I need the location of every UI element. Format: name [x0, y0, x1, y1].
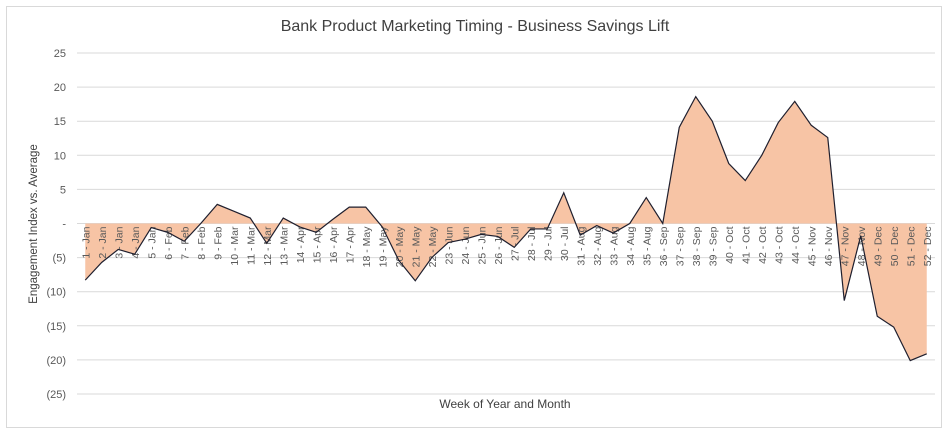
- x-tick-label: 19 - May: [377, 226, 389, 268]
- x-tick-label: 11 - Mar: [245, 226, 257, 265]
- y-tick-label: 25: [54, 48, 66, 60]
- x-tick-label: 36 - Sep: [658, 226, 670, 266]
- chart-title: Bank Product Marketing Timing - Business…: [280, 18, 670, 35]
- x-tick-label: 22 - May: [427, 226, 439, 268]
- x-tick-label: 21 - May: [410, 226, 422, 268]
- x-tick-label: 47 - Nov: [839, 226, 851, 266]
- x-tick-label: 44 - Oct: [790, 226, 802, 263]
- x-tick-label: 12 - Mar: [262, 226, 274, 266]
- x-tick-label: 28 - Jul: [526, 227, 538, 261]
- x-tick-label: 39 - Sep: [707, 226, 719, 266]
- series-line: [84, 95, 927, 362]
- x-tick-label: 26 - Jun: [493, 226, 505, 264]
- y-tick-label: (20): [46, 355, 66, 367]
- x-tick-label: 2 - Jan: [97, 226, 109, 258]
- x-tick-label: 29 - Jul: [542, 227, 554, 261]
- x-tick-label: 37 - Sep: [674, 226, 686, 266]
- x-tick-label: 43 - Oct: [773, 226, 785, 263]
- y-tick-label: -: [62, 219, 66, 231]
- x-tick-label: 4 - Jan: [130, 226, 142, 258]
- x-tick-label: 3 - Jan: [113, 226, 125, 258]
- x-tick-label: 13 - Mar: [278, 226, 290, 266]
- y-tick-label: (15): [46, 321, 66, 333]
- x-tick-label: 7 - Feb: [179, 226, 191, 259]
- x-tick-label: 38 - Sep: [691, 226, 703, 266]
- y-tick-label: 5: [60, 184, 66, 196]
- x-tick-label: 14 - Apr: [295, 226, 307, 263]
- x-tick-label: 51 - Dec: [905, 227, 917, 267]
- x-tick-label: 40 - Oct: [724, 226, 736, 263]
- y-tick-label: (25): [46, 389, 66, 401]
- y-tick-labels: 25 20 15 10 5 - (5) (10) (15) (20) (25): [46, 48, 66, 401]
- x-tick-label: 41 - Oct: [740, 226, 752, 263]
- x-tick-label: 46 - Nov: [823, 226, 835, 266]
- x-tick-label: 5 - Jan: [146, 226, 158, 258]
- y-tick-label: 10: [54, 150, 66, 162]
- x-tick-label: 27 - Jul: [509, 227, 521, 261]
- x-tick-label: 35 - Aug: [641, 226, 653, 265]
- x-tick-label: 33 - Aug: [608, 226, 620, 265]
- x-tick-label: 49 - Dec: [872, 227, 884, 267]
- y-tick-label: (10): [46, 287, 66, 299]
- x-tick-label: 50 - Dec: [889, 227, 901, 267]
- x-tick-label: 34 - Aug: [625, 226, 637, 265]
- x-tick-label: 42 - Oct: [757, 226, 769, 263]
- x-tick-label: 16 - Apr: [328, 226, 340, 263]
- x-tick-label: 23 - Jun: [443, 226, 455, 264]
- x-tick-label: 8 - Feb: [196, 226, 208, 259]
- x-tick-label: 30 - Jul: [559, 227, 571, 261]
- x-tick-label: 18 - May: [361, 226, 373, 268]
- x-tick-label: 25 - Jun: [476, 226, 488, 264]
- y-tick-label: 20: [54, 82, 66, 94]
- x-tick-label: 1 - Jan: [80, 226, 92, 258]
- x-axis-label: Week of Year and Month: [439, 397, 571, 411]
- area-fill: [85, 96, 927, 361]
- x-tick-label: 15 - Apr: [311, 226, 323, 263]
- x-tick-label: 31 - Aug: [575, 226, 587, 265]
- x-tick-label: 45 - Nov: [806, 226, 818, 266]
- x-tick-label: 17 - Apr: [344, 226, 356, 263]
- x-tick-label: 52 - Dec: [922, 227, 934, 267]
- x-tick-label: 10 - Mar: [229, 226, 241, 266]
- x-tick-labels: 1 - Jan 2 - Jan 3 - Jan 4 - Jan 5 - Jan 6 - F…: [80, 226, 934, 268]
- y-tick-label: (5): [53, 253, 66, 265]
- x-tick-label: 24 - Jun: [460, 226, 472, 264]
- x-tick-label: 32 - Aug: [592, 226, 604, 265]
- x-tick-label: 9 - Feb: [212, 226, 224, 259]
- y-tick-label: 15: [54, 116, 66, 128]
